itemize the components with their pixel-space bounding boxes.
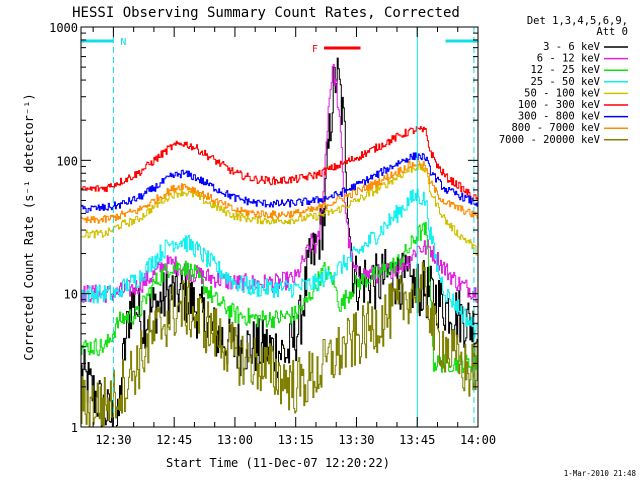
legend-label: 25 - 50 keV (530, 76, 600, 88)
legend-label: 7000 - 20000 keV (499, 134, 601, 146)
x-tick-label: 12:30 (95, 433, 131, 447)
series-line-4 (81, 162, 479, 256)
legend-label: 100 - 300 keV (518, 99, 601, 111)
timestamp-footer: 1-Mar-2010 21:48 (564, 469, 637, 478)
y-tick-label: 10 (64, 288, 78, 302)
legend-header: Att 0 (596, 26, 628, 38)
legend-label: 12 - 25 keV (530, 64, 600, 76)
series-line-8 (81, 261, 479, 428)
legend-label: 3 - 6 keV (543, 41, 601, 53)
flare-label: F (312, 44, 318, 55)
x-tick-label: 13:00 (217, 433, 253, 447)
plot-frame (80, 26, 479, 428)
x-tick-label: 14:00 (460, 433, 496, 447)
series-line-2 (81, 221, 479, 374)
legend-label: 800 - 7000 keV (511, 122, 600, 134)
y-axis-label: Corrected Count Rate (s⁻¹ detector⁻¹) (22, 93, 36, 360)
x-tick-label: 13:30 (338, 433, 374, 447)
series-line-3 (81, 188, 479, 342)
series-line-6 (81, 152, 479, 213)
x-tick-label: 13:45 (399, 433, 435, 447)
y-tick-label: 1000 (49, 21, 78, 35)
chart-title: HESSI Observing Summary Count Rates, Cor… (72, 5, 460, 21)
legend-header: Det 1,3,4,5,6,9, (527, 15, 628, 27)
x-axis-label: Start Time (11-Dec-07 12:20:22) (166, 456, 390, 470)
y-tick-label: 1 (71, 421, 78, 435)
series-line-5 (81, 126, 479, 204)
legend-label: 300 - 800 keV (518, 111, 601, 123)
series-line-7 (81, 160, 479, 224)
legend-label: 6 - 12 keV (537, 53, 601, 65)
night-label: N (120, 37, 126, 48)
axes: 1 10 100 1000 12:30 12:45 13:00 13:15 13:30 13:45… (49, 21, 496, 447)
legend-label: 50 - 100 keV (524, 87, 601, 99)
x-tick-label: 13:15 (278, 433, 314, 447)
series-lines (81, 57, 479, 428)
y-tick-label: 100 (56, 154, 78, 168)
x-tick-label: 12:45 (156, 433, 192, 447)
annotation-layer: NF (81, 27, 478, 427)
